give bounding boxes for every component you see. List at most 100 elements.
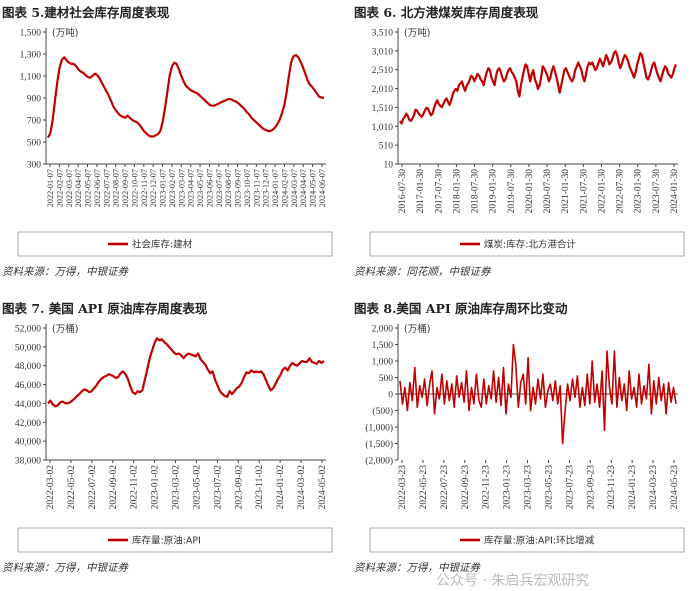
chart-plot: (万桶) 2,000 1,500 1,000 500 0 (500) (1,000) (1,50… xyxy=(365,323,685,553)
legend-label: 煤炭:库存:北方港合计 xyxy=(484,239,576,251)
x-tick-label: 2024-03-23 xyxy=(649,465,659,510)
x-tick-label: 2022-11-02 xyxy=(130,465,140,509)
chart-source: 资料来源：同花顺，中银证券 xyxy=(354,266,491,278)
unit-label: (万吨) xyxy=(52,27,78,39)
chart-source: 资料来源：万得，中银证券 xyxy=(2,562,128,574)
legend-box xyxy=(369,527,685,553)
x-tick-label: 2023-03-07 xyxy=(177,169,186,207)
x-tick-label: 2022-10-07 xyxy=(130,169,139,207)
y-tick-label: (1,500) xyxy=(365,439,393,450)
y-tick-label: 48,000 xyxy=(15,362,41,372)
y-tick-label: (1,000) xyxy=(365,423,393,434)
x-tick-label: 2022-05-07 xyxy=(84,169,93,207)
x-tick-label: 2022-09-02 xyxy=(109,465,119,510)
x-tick-label: 2024-05-02 xyxy=(318,465,328,510)
y-tick-label: 700 xyxy=(27,117,42,127)
x-tick-label: 2023-01-02 xyxy=(151,465,161,510)
x-tick-label: 2022-03-07 xyxy=(65,169,74,207)
x-tick-label: 2024-02-07 xyxy=(280,169,289,207)
y-tick-label: 1,300 xyxy=(20,51,42,61)
x-tick-label: 2022-07-07 xyxy=(102,169,111,207)
chart-panel-4: 图表 8.美国 API 原油库存周环比变动 (万桶) 2,000 1,500 1,00… xyxy=(352,296,700,591)
x-tick-label: 2023-11-02 xyxy=(255,465,265,509)
x-tick-label: 2022-01-30 xyxy=(597,169,607,214)
y-tick-label: 3,510 xyxy=(372,29,394,39)
x-tick-label: 2024-01-30 xyxy=(670,169,680,214)
unit-label: (万吨) xyxy=(404,27,430,39)
x-tick-label: 2023-07-02 xyxy=(213,465,223,510)
legend-label: 库存量:原油:API xyxy=(132,535,201,547)
x-tick-label: 2023-09-23 xyxy=(586,465,596,510)
y-tick-label: 38,000 xyxy=(15,457,41,467)
legend-box xyxy=(17,527,333,553)
series-line xyxy=(399,50,678,125)
chart-source: 资料来源：万得，中银证券 xyxy=(354,562,480,574)
unit-label: (万桶) xyxy=(404,323,430,335)
y-tick-label: 1,010 xyxy=(372,123,394,133)
legend-box xyxy=(369,231,685,257)
x-tick-label: 2022-03-02 xyxy=(46,465,56,510)
x-tick-label: 2022-11-23 xyxy=(482,465,492,509)
chart-source: 资料来源：万得，中银证券 xyxy=(2,266,128,278)
x-tick-label: 2024-05-23 xyxy=(670,465,680,510)
x-tick-label: 2022-07-30 xyxy=(616,169,626,214)
chart-title: 图表 7. 美国 API 原油库存周度表现 xyxy=(2,301,208,316)
series-line xyxy=(399,343,677,445)
x-tick-label: 2016-07-30 xyxy=(398,169,408,214)
y-tick-label: 40,000 xyxy=(15,438,41,448)
chart-title: 图表 5.建材社会库存周度表现 xyxy=(2,5,170,20)
x-tick-label: 2018-07-30 xyxy=(471,169,481,214)
x-tick-label: 2022-11-07 xyxy=(140,169,149,207)
x-tick-label: 2023-01-07 xyxy=(159,169,168,207)
y-tick-label: 500 xyxy=(379,374,394,384)
y-tick-label: 46,000 xyxy=(15,381,41,391)
x-tick-label: 2024-05-07 xyxy=(309,169,318,207)
chart-panel-1: 图表 5.建材社会库存周度表现 (万吨) 300 500 700 900 1,100 1,3… xyxy=(0,0,348,295)
x-tick-label: 2021-07-30 xyxy=(579,169,589,214)
x-tick-label: 2023-09-07 xyxy=(234,169,243,207)
x-tick-label: 2019-07-30 xyxy=(507,169,517,214)
watermark: 公众号 · 朱启兵宏观研究 xyxy=(436,573,590,589)
y-tick-label: 44,000 xyxy=(15,400,41,410)
y-tick-label: 10 xyxy=(384,161,394,171)
y-tick-label: 510 xyxy=(379,142,394,152)
x-tick-label: 2022-06-07 xyxy=(93,169,102,207)
x-tick-label: 2023-11-07 xyxy=(252,169,261,207)
x-tick-label: 2022-05-02 xyxy=(67,465,77,510)
x-tick-label: 2023-09-02 xyxy=(234,465,244,510)
chart-plot: (万吨) 300 500 700 900 1,100 1,300 1,500 2022-01-0… xyxy=(17,27,333,257)
y-tick-label: 0 xyxy=(388,391,393,401)
x-tick-label: 2023-01-23 xyxy=(503,465,513,510)
x-tick-label: 2018-01-30 xyxy=(452,169,462,214)
x-tick-label: 2023-10-07 xyxy=(243,169,252,207)
x-tick-label: 2020-01-30 xyxy=(525,169,535,214)
x-tick-label: 2023-05-23 xyxy=(544,465,554,510)
x-tick-label: 2023-11-23 xyxy=(607,465,617,509)
unit-label: (万桶) xyxy=(52,323,78,335)
legend-label: 社会库存:建材 xyxy=(132,239,193,251)
x-tick-label: 2022-03-23 xyxy=(398,465,408,510)
x-tick-label: 2024-03-02 xyxy=(297,465,307,510)
chart-plot: (万桶) 38,000 40,000 42,000 44,000 46,000 48,000… xyxy=(15,323,333,553)
x-tick-label: 2023-07-07 xyxy=(215,169,224,207)
x-tick-label: 2021-01-30 xyxy=(561,169,571,214)
x-tick-label: 2017-01-30 xyxy=(416,169,426,214)
x-tick-label: 2023-04-07 xyxy=(187,169,196,207)
y-tick-label: (2,000) xyxy=(365,456,393,467)
x-tick-label: 2023-01-30 xyxy=(634,169,644,214)
x-tick-label: 2024-06-07 xyxy=(318,169,327,207)
x-tick-label: 2023-03-02 xyxy=(172,465,182,510)
chart-title: 图表 6. 北方港煤炭库存周度表现 xyxy=(354,5,539,20)
x-tick-label: 2019-01-30 xyxy=(489,169,499,214)
x-tick-label: 2023-05-02 xyxy=(192,465,202,510)
x-tick-label: 2022-09-07 xyxy=(121,169,130,207)
x-tick-label: 2022-04-07 xyxy=(74,169,83,207)
chart-plot: (万吨) 10 510 1,010 1,510 2,010 2,510 3,010 3,510 2… xyxy=(369,27,685,257)
y-tick-label: 42,000 xyxy=(15,419,41,429)
y-tick-label: 500 xyxy=(27,139,42,149)
legend-label: 库存量:原油:API:环比增减 xyxy=(484,535,595,547)
chart-panel-2: 图表 6. 北方港煤炭库存周度表现 (万吨) 10 510 1,010 1,510 2,0… xyxy=(352,0,700,295)
x-tick-label: 2023-05-07 xyxy=(196,169,205,207)
x-tick-label: 2020-07-30 xyxy=(543,169,553,214)
x-tick-label: 2022-09-23 xyxy=(461,465,471,510)
